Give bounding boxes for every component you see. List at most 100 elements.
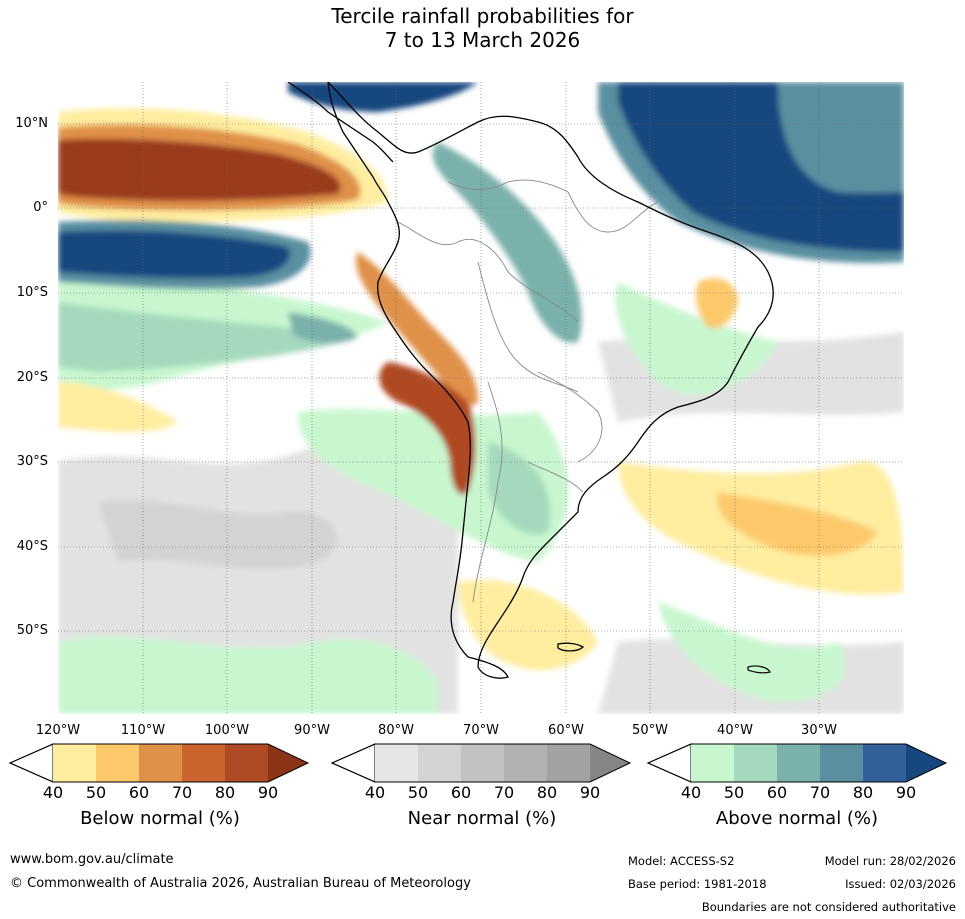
website-link[interactable]: www.bom.gov.au/climate [10,852,174,867]
lon-label-70w: 70°W [463,723,499,738]
lat-label-50s: 50°S [16,623,48,638]
border-line [447,179,569,193]
below-colorbar-outline [8,743,310,783]
border-line [527,461,584,493]
above-normal-region [58,636,438,714]
below-normal-region [58,138,341,201]
lon-label-50w: 50°W [632,723,668,738]
lon-label-100w: 100°W [204,723,250,738]
border-line [477,261,579,393]
near-colorbar-segment [375,744,418,782]
lat-label-10n: 10°N [15,116,48,131]
below-tick-60: 60 [128,783,150,802]
near-normal-colorbar [330,743,632,783]
title-line-2: 7 to 13 March 2026 [384,28,581,52]
near-colorbar-segment [461,744,504,782]
model-run-text: Model run: 28/02/2026 [824,854,956,868]
near-colorbar-outline [330,743,632,783]
below-tick-80: 80 [214,783,236,802]
above-colorbar-segment [820,744,863,782]
above-normal-region [618,82,904,252]
coastline [287,82,394,163]
near-colorbar-min-arrow [330,743,376,783]
near-colorbar-segment [547,744,590,782]
model-text: Model: ACCESS-S2 [628,854,735,868]
disclaimer-text: Boundaries are not considered authoritat… [701,900,956,914]
above-tick-60: 60 [766,783,788,802]
near-tick-80: 80 [536,783,558,802]
above-colorbar-segment [777,744,820,782]
near-normal-title: Near normal (%) [407,808,557,829]
above-normal-region [615,282,778,395]
above-normal-region [658,602,846,702]
above-colorbar-min-arrow [646,743,692,783]
above-normal-colorbar [646,743,948,783]
below-tick-40: 40 [42,783,64,802]
lon-label-40w: 40°W [717,723,753,738]
below-normal-region [356,252,478,406]
coastline [327,82,774,679]
above-tick-80: 80 [852,783,874,802]
near-colorbar-max-arrow [590,744,630,782]
below-colorbar-segment [139,744,182,782]
below-colorbar-svg [8,743,310,783]
rainfall-probability-map [58,82,904,714]
below-tick-50: 50 [85,783,107,802]
above-colorbar-segment [734,744,777,782]
above-normal-region [288,312,358,344]
near-tick-60: 60 [450,783,472,802]
below-colorbar-segment [53,744,96,782]
below-colorbar-max-arrow [268,744,308,782]
near-tick-40: 40 [364,783,386,802]
map-canvas [58,82,904,714]
near-colorbar-segment [418,744,461,782]
above-tick-40: 40 [680,783,702,802]
above-colorbar-segment [863,744,906,782]
near-tick-70: 70 [493,783,515,802]
below-colorbar-segment [225,744,268,782]
lat-label-40s: 40°S [16,539,48,554]
near-normal-region [98,499,337,570]
issued-text: Issued: 02/03/2026 [845,877,956,891]
border-line [472,381,503,603]
falkland-islands [557,642,585,652]
near-colorbar-svg [330,743,632,783]
border-line [537,371,603,463]
below-normal-region [696,278,738,329]
lon-label-110w: 110°W [120,723,166,738]
lat-label-0: 0° [33,200,48,215]
above-tick-70: 70 [809,783,831,802]
map-title: Tercile rainfall probabilities for 7 to … [0,4,965,52]
above-normal-region [58,230,290,279]
below-normal-region [58,382,178,432]
country-borders [397,179,659,603]
lon-label-120w: 120°W [35,723,81,738]
above-normal-region [432,142,582,343]
above-colorbar-outline [646,743,948,783]
lon-label-80w: 80°W [378,723,414,738]
graticule [58,82,904,714]
above-normal-region [488,442,550,535]
above-tick-50: 50 [723,783,745,802]
near-tick-50: 50 [407,783,429,802]
lat-label-20s: 20°S [16,370,48,385]
above-colorbar-svg [646,743,948,783]
below-colorbar-segment [96,744,139,782]
south-georgia [747,665,771,674]
above-normal-region [288,82,478,112]
below-colorbar-segment [182,744,225,782]
below-tick-90: 90 [257,783,279,802]
near-tick-90: 90 [579,783,601,802]
below-normal-region [717,492,878,556]
copyright-text: © Commonwealth of Australia 2026, Austra… [10,876,471,891]
above-tick-90: 90 [895,783,917,802]
above-normal-region [58,302,358,372]
near-colorbar-segment [504,744,547,782]
border-line [567,191,659,233]
lon-label-30w: 30°W [801,723,837,738]
above-colorbar-max-arrow [906,744,946,782]
base-period-text: Base period: 1981-2018 [628,877,767,891]
below-colorbar-min-arrow [8,743,54,783]
below-normal-title: Below normal (%) [80,808,240,829]
title-line-1: Tercile rainfall probabilities for [331,4,634,28]
